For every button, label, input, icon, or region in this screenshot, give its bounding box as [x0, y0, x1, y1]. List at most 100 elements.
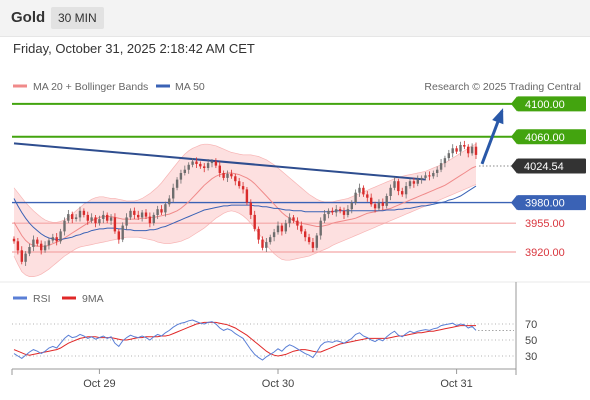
bollinger-band-area [14, 144, 476, 277]
level-tag-3980.00 [517, 195, 586, 211]
candle-body [432, 173, 435, 177]
candle-body [284, 223, 287, 232]
candle-body [389, 187, 392, 196]
rsi-tick-30: 30 [525, 351, 537, 363]
candle-body [257, 228, 260, 240]
level-label-3980.00: 3980.00 [525, 198, 565, 210]
candle-body [366, 194, 369, 198]
candle-body [20, 250, 23, 262]
candle-body [439, 163, 443, 170]
candle-body [12, 238, 16, 242]
candle-body [218, 165, 221, 173]
candle-body [420, 177, 423, 180]
rsi-tick-50: 50 [525, 335, 537, 347]
candle-body [323, 214, 326, 221]
candle-body [117, 231, 120, 240]
candle-body [338, 209, 342, 211]
candle-body [455, 148, 458, 152]
candle-body [307, 237, 311, 243]
candle-body [168, 198, 171, 205]
candle-body [474, 146, 478, 155]
candle-body [152, 214, 155, 224]
candle-body [102, 214, 105, 219]
level-label-3955.00: 3955.00 [525, 218, 565, 230]
candle-body [230, 173, 233, 177]
candle-body [160, 209, 163, 213]
source-credit: Research © 2025 Trading Central [424, 81, 581, 93]
candle-body [370, 197, 373, 205]
candle-body [74, 217, 78, 219]
top-bar: Gold 30 MIN [0, 0, 590, 37]
candle-body [331, 210, 334, 213]
rsi-ma-line [13, 321, 476, 357]
candle-body [436, 169, 439, 173]
candle-body [140, 212, 144, 218]
candle-body [296, 220, 299, 226]
timeframe-button[interactable]: 30 MIN [51, 7, 104, 29]
candle-body [335, 209, 338, 213]
candle-body [51, 237, 54, 241]
candle-body [78, 210, 82, 218]
candle-body [86, 214, 89, 221]
candle-body [346, 209, 350, 215]
candle-body [94, 217, 97, 224]
instrument-title: Gold [11, 9, 46, 26]
candle-body [222, 173, 225, 178]
candle-body [241, 186, 245, 190]
candle-body [272, 232, 276, 238]
candle-body [16, 241, 20, 251]
candle-body [315, 235, 318, 248]
level-label-4100.00: 4100.00 [525, 99, 565, 111]
candle-body [226, 173, 229, 178]
level-label-3920.00: 3920.00 [525, 247, 565, 259]
current-price-tag [517, 158, 586, 174]
candle-body [55, 237, 58, 242]
ma50-legend-label: MA 50 [175, 81, 205, 93]
candle-body [416, 179, 419, 184]
candle-body [304, 231, 307, 238]
candle-body [280, 225, 284, 232]
candle-body [187, 164, 190, 170]
projection-arrow-head [492, 108, 504, 125]
price-plot: 4100.00 4060.00 3980.00 3955.00 3920.00 4024.… [12, 96, 586, 277]
candle-body [377, 202, 381, 209]
ma20-legend-label: MA 20 + Bollinger Bands [33, 81, 148, 93]
ma50-legend-swatch [156, 84, 170, 88]
bollinger-lower-line [13, 184, 477, 277]
candle-body [199, 163, 202, 167]
time-axis: Oct 29 Oct 30 Oct 31 [83, 369, 473, 390]
candle-body [393, 181, 396, 188]
ma20-line [13, 165, 477, 247]
rsi-legend-label: RSI [33, 293, 51, 305]
candle-body [459, 145, 462, 152]
level-tag-4100.00 [517, 96, 586, 112]
candle-body [292, 217, 295, 221]
candle-body [206, 163, 210, 168]
candle-body [424, 175, 427, 178]
trendline [13, 142, 426, 181]
time-label: Oct 30 [262, 378, 294, 390]
candle-body [327, 210, 330, 215]
candle-body [261, 239, 264, 248]
candle-body [342, 210, 346, 215]
candle-body [47, 240, 51, 246]
candle-body [133, 210, 136, 215]
candle-body [300, 225, 303, 232]
candle-body [385, 196, 388, 206]
candle-body [362, 187, 365, 195]
candle-body [249, 202, 252, 215]
level-tag-pointer [511, 96, 517, 112]
candle-body [172, 187, 175, 199]
time-label: Oct 31 [440, 378, 472, 390]
candle-body [148, 216, 152, 224]
candle-body [71, 214, 74, 219]
candle-body [63, 220, 66, 232]
candle-body [245, 189, 249, 203]
candle-body [24, 253, 27, 262]
candle-body [412, 181, 416, 184]
ma50-line [13, 185, 477, 241]
level-tag-pointer [511, 195, 517, 211]
candle-body [43, 245, 47, 251]
candle-body [265, 242, 268, 248]
candle-body [397, 181, 400, 192]
